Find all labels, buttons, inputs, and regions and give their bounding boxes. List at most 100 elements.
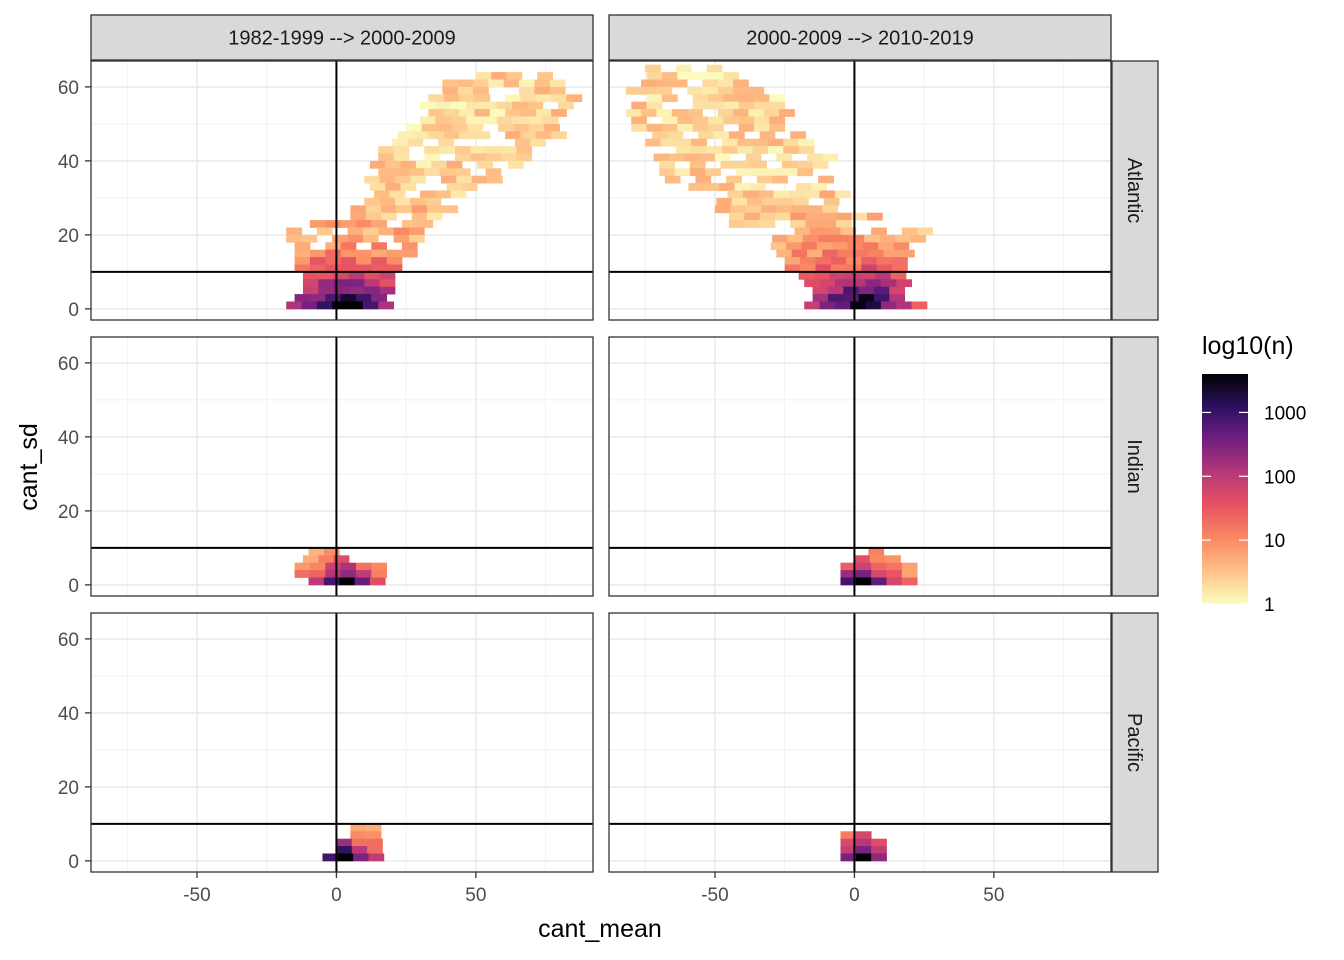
heatmap-tile xyxy=(660,138,677,147)
heatmap-tile xyxy=(818,234,834,243)
heatmap-tile xyxy=(641,79,657,88)
heatmap-tile xyxy=(695,175,712,184)
heatmap-tile xyxy=(812,160,829,169)
heatmap-tile xyxy=(702,79,719,88)
heatmap-tile xyxy=(520,94,537,103)
heatmap-tile xyxy=(488,79,505,88)
heatmap-tile xyxy=(664,175,681,184)
row-strip-label: Atlantic xyxy=(1123,158,1145,224)
heatmap-tile xyxy=(719,183,735,191)
heatmap-tile xyxy=(876,264,893,273)
heatmap-tile xyxy=(871,227,887,236)
heatmap-tile xyxy=(516,146,533,154)
x-tick-label: 0 xyxy=(331,885,342,906)
heatmap-tile xyxy=(728,220,745,228)
heatmap-tile xyxy=(407,138,424,147)
heatmap-tile xyxy=(309,264,326,273)
heatmap-tile xyxy=(294,242,311,251)
heatmap-tile xyxy=(705,168,721,177)
strip-background xyxy=(1111,612,1159,873)
heatmap-tile xyxy=(840,227,857,236)
heatmap-tile xyxy=(336,838,353,847)
heatmap-tile xyxy=(318,279,335,288)
heatmap-tile xyxy=(708,94,724,103)
heatmap-tile xyxy=(631,101,648,110)
heatmap-tile xyxy=(661,116,678,125)
heatmap-tile xyxy=(347,234,364,243)
heatmap-tile xyxy=(767,146,784,154)
heatmap-tile xyxy=(439,168,456,177)
x-tick-label: -50 xyxy=(183,885,210,906)
heatmap-tile xyxy=(691,138,708,147)
heatmap-tile xyxy=(379,279,396,288)
heatmap-tile xyxy=(325,562,342,571)
heatmap-tile xyxy=(737,138,754,147)
heatmap-tile xyxy=(703,183,720,191)
heatmap-tile xyxy=(727,190,744,199)
heatmap-tile xyxy=(804,301,820,310)
heatmap-tile xyxy=(408,227,425,236)
heatmap-tile xyxy=(876,257,893,265)
heatmap-tile xyxy=(364,197,381,206)
heatmap-tile xyxy=(830,264,847,273)
heatmap-tile xyxy=(438,138,454,147)
heatmap-tile xyxy=(850,301,866,310)
row-strip-label: Pacific xyxy=(1123,713,1145,772)
heatmap-tile xyxy=(551,131,567,140)
heatmap-tile xyxy=(381,205,397,214)
heatmap-tile xyxy=(420,190,436,199)
heatmap-tile xyxy=(677,123,694,132)
heatmap-tile xyxy=(454,153,471,162)
heatmap-tile xyxy=(833,234,850,243)
heatmap-tile xyxy=(436,123,453,132)
heatmap-tile xyxy=(475,72,492,80)
heatmap-tile xyxy=(738,116,755,125)
heatmap-tile xyxy=(781,168,798,177)
heatmap-tile xyxy=(723,94,740,103)
heatmap-tile xyxy=(804,279,820,288)
panel-border xyxy=(608,60,1112,321)
heatmap-tile xyxy=(692,123,709,132)
heatmap-tile xyxy=(410,197,427,206)
heatmap-tile xyxy=(661,94,678,103)
heatmap-tile xyxy=(417,220,434,228)
heatmap-tile xyxy=(758,190,774,199)
heatmap-tile xyxy=(355,562,372,571)
heatmap-tile xyxy=(340,220,357,228)
heatmap-tile xyxy=(706,146,723,154)
heatmap-tile xyxy=(340,294,357,302)
heatmap-tile xyxy=(687,86,703,95)
heatmap-tile xyxy=(773,190,790,199)
heatmap-tile xyxy=(350,212,367,221)
heatmap-tile xyxy=(535,94,552,103)
panel-border xyxy=(90,60,594,321)
heatmap-tile xyxy=(692,94,709,103)
heatmap-tile xyxy=(347,301,364,310)
heatmap-tile xyxy=(301,301,318,310)
heatmap-tile xyxy=(428,94,445,103)
heatmap-tile xyxy=(400,183,417,191)
heatmap-tile xyxy=(549,79,566,88)
heatmap-tile xyxy=(868,249,885,258)
heatmap-tile xyxy=(713,131,730,140)
heatmap-tile xyxy=(374,190,390,199)
heatmap-tile xyxy=(837,249,854,258)
heatmap-tile xyxy=(351,846,368,854)
heatmap-tile xyxy=(367,838,383,847)
heatmap-tile xyxy=(830,257,847,265)
heatmap-tile xyxy=(362,234,379,243)
panel-border xyxy=(90,612,594,873)
heatmap-tile xyxy=(302,279,319,288)
heatmap-tile xyxy=(514,138,531,147)
heatmap-tile xyxy=(485,168,502,177)
heatmap-tile xyxy=(427,205,443,214)
panel-atlantic-1 xyxy=(90,60,594,321)
heatmap-tile xyxy=(829,271,846,280)
y-tick-label: 60 xyxy=(58,630,79,651)
heatmap-tile xyxy=(378,168,394,177)
heatmap-tile xyxy=(733,86,749,95)
heatmap-tile xyxy=(513,123,530,132)
heatmap-tile xyxy=(355,264,372,273)
heatmap-tile xyxy=(369,577,386,586)
heatmap-tile xyxy=(393,227,410,236)
